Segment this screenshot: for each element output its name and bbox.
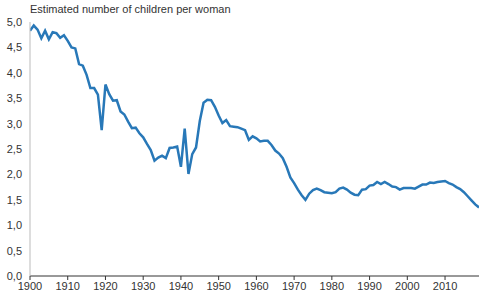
svg-text:1,5: 1,5 <box>8 194 22 206</box>
svg-text:1970: 1970 <box>282 280 306 292</box>
svg-text:1930: 1930 <box>131 280 155 292</box>
svg-text:1950: 1950 <box>206 280 230 292</box>
svg-text:1910: 1910 <box>55 280 79 292</box>
svg-text:1990: 1990 <box>357 280 381 292</box>
svg-text:3,0: 3,0 <box>8 118 22 130</box>
svg-text:2000: 2000 <box>395 280 419 292</box>
svg-text:1,0: 1,0 <box>8 219 22 231</box>
svg-text:1980: 1980 <box>320 280 344 292</box>
svg-text:0,0: 0,0 <box>8 270 22 282</box>
svg-text:1940: 1940 <box>169 280 193 292</box>
svg-text:4,5: 4,5 <box>8 41 22 53</box>
html-text:Estimated number of children p: Estimated number of children per woman <box>30 3 231 15</box>
svg-text:1900: 1900 <box>17 279 43 292</box>
svg-text:4,0: 4,0 <box>8 67 22 79</box>
svg-text:2010: 2010 <box>433 280 457 292</box>
svg-text:2,0: 2,0 <box>8 168 22 180</box>
svg-text:1920: 1920 <box>93 280 117 292</box>
svg-text:0,5: 0,5 <box>8 245 22 257</box>
svg-text:1960: 1960 <box>244 280 268 292</box>
svg-text:2,5: 2,5 <box>8 143 22 155</box>
svg-text:3,5: 3,5 <box>8 92 22 104</box>
svg-text:5,0: 5,0 <box>8 16 22 28</box>
